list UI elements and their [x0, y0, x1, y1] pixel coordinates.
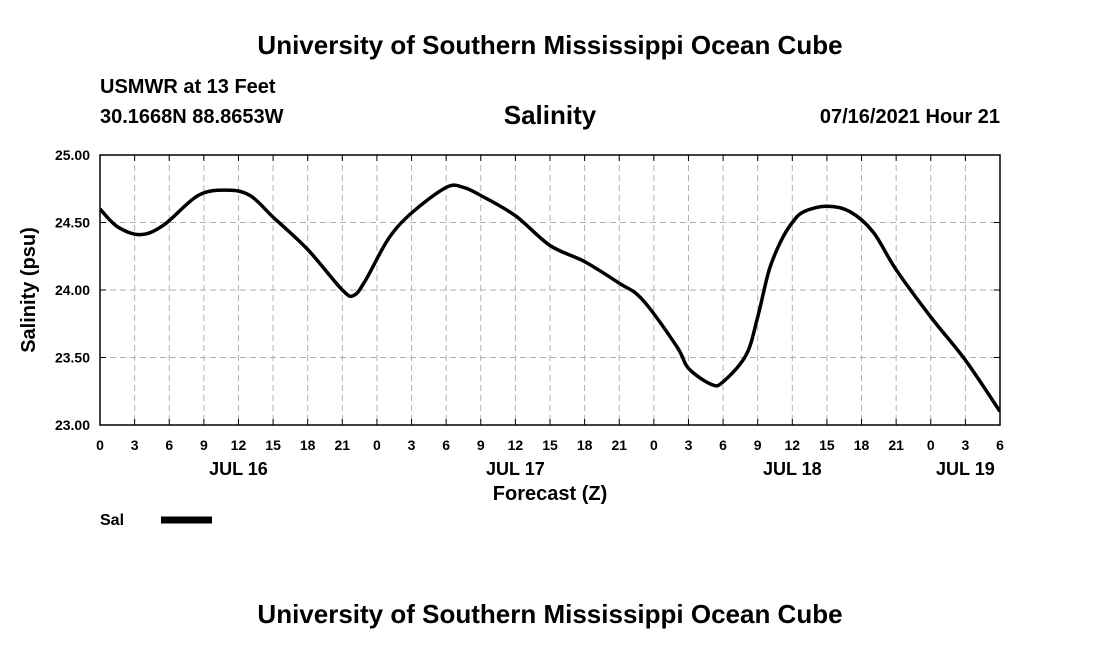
x-tick-label: 21 [611, 437, 627, 453]
series-layer [100, 183, 1000, 413]
date-label: JUL 18 [763, 459, 822, 479]
x-tick-label: 3 [408, 437, 416, 453]
x-tick-label: 6 [719, 437, 727, 453]
x-tick-label: 18 [854, 437, 870, 453]
date-label: JUL 16 [209, 459, 268, 479]
x-tick-label: 18 [577, 437, 593, 453]
x-tick-label: 0 [373, 437, 381, 453]
legend: Sal [100, 512, 212, 529]
footer-title: University of Southern Mississippi Ocean… [257, 599, 843, 629]
x-tick-label: 3 [685, 437, 693, 453]
station-coordinates: 30.1668N 88.8653W [100, 106, 284, 128]
y-tick-label: 24.00 [55, 282, 90, 298]
x-tick-label: 3 [131, 437, 139, 453]
axis-labels: 0 3 6 9 12 15 18 21 0 3 6 9 12 15 18 21 0 3 6 9 12 15 18 21 0 3 6 2… [18, 147, 1004, 505]
y-tick-label: 23.50 [55, 350, 90, 366]
date-label: JUL 19 [936, 459, 995, 479]
page-title: University of Southern Mississippi Ocean… [257, 30, 843, 60]
x-tick-label: 6 [996, 437, 1004, 453]
plot-frame [99, 154, 1001, 426]
x-tick-label: 15 [265, 437, 281, 453]
x-tick-label: 9 [477, 437, 485, 453]
forecast-datetime: 07/16/2021 Hour 21 [819, 106, 1000, 128]
chart-axes [99, 154, 1001, 426]
grid-lines [100, 155, 1000, 425]
x-tick-label: 21 [335, 437, 351, 453]
y-tick-label: 25.00 [55, 147, 90, 163]
x-tick-label: 15 [819, 437, 835, 453]
station-label: USMWR at 13 Feet [100, 76, 276, 98]
x-tick-label: 0 [927, 437, 935, 453]
chart-title: Salinity [503, 100, 597, 130]
x-tick-label: 12 [785, 437, 801, 453]
x-tick-label: 0 [650, 437, 658, 453]
x-axis-title: Forecast (Z) [493, 483, 607, 505]
legend-label: Sal [100, 512, 124, 529]
x-tick-label: 15 [542, 437, 558, 453]
y-tick-label: 24.50 [55, 215, 90, 231]
x-tick-label: 12 [231, 437, 247, 453]
x-tick-label: 6 [442, 437, 450, 453]
y-axis-title: Salinity (psu) [18, 227, 40, 353]
x-tick-label: 3 [961, 437, 969, 453]
x-tick-label: 0 [96, 437, 104, 453]
x-tick-label: 12 [508, 437, 524, 453]
date-label: JUL 17 [486, 459, 545, 479]
x-tick-label: 9 [754, 437, 762, 453]
x-tick-label: 9 [200, 437, 208, 453]
x-tick-label: 6 [165, 437, 173, 453]
series-line-sal [100, 183, 1000, 413]
x-tick-label: 18 [300, 437, 316, 453]
x-tick-label: 21 [888, 437, 904, 453]
y-tick-label: 23.00 [55, 417, 90, 433]
